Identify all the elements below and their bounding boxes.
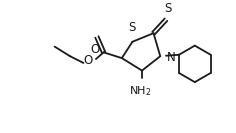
Text: O: O — [84, 55, 93, 67]
Text: S: S — [164, 2, 172, 15]
Text: O: O — [90, 43, 100, 56]
Text: S: S — [128, 21, 135, 34]
Text: NH$_2$: NH$_2$ — [129, 84, 151, 98]
Text: N: N — [167, 51, 176, 64]
